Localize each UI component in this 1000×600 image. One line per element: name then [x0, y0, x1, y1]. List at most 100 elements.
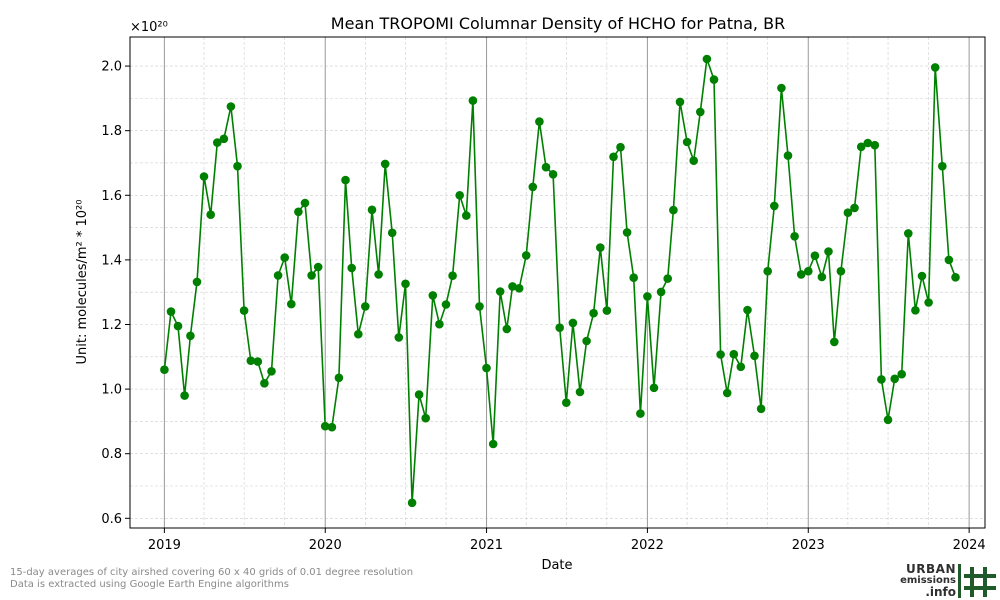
data-point	[273, 271, 283, 280]
logo-text-urban: URBAN	[906, 562, 956, 576]
data-point	[722, 388, 732, 398]
data-point	[951, 273, 960, 282]
data-point	[663, 274, 672, 283]
data-point	[374, 270, 383, 279]
data-point	[656, 287, 666, 297]
y-tick-label: 0.8	[101, 447, 122, 462]
data-point	[743, 305, 752, 315]
data-point	[897, 369, 906, 379]
data-point	[180, 391, 189, 400]
data-point	[219, 134, 229, 144]
data-point	[883, 415, 893, 425]
data-point	[347, 263, 357, 273]
data-point	[307, 271, 316, 280]
data-point	[944, 255, 954, 265]
data-point	[528, 182, 538, 192]
data-point	[870, 140, 880, 150]
data-point	[502, 324, 512, 334]
footnote-source: Data is extracted using Google Earth Eng…	[10, 579, 289, 590]
data-point	[804, 266, 813, 276]
data-point	[488, 439, 498, 449]
data-point	[669, 205, 678, 215]
x-tick-label: 2023	[792, 538, 825, 553]
data-point	[649, 383, 659, 393]
series-layer	[160, 54, 960, 508]
data-point	[863, 138, 873, 148]
data-point	[354, 329, 363, 339]
data-point	[675, 97, 685, 107]
data-point	[239, 306, 249, 315]
data-point	[482, 363, 491, 373]
y-tick-label: 2.0	[101, 60, 122, 75]
data-point	[877, 375, 886, 384]
data-point	[729, 349, 739, 359]
data-point	[475, 302, 484, 311]
data-point	[394, 333, 404, 342]
data-point	[589, 308, 598, 318]
footnote-resolution: 15-day averages of city airshed covering…	[10, 567, 414, 578]
data-point	[750, 351, 759, 361]
data-point	[616, 142, 625, 152]
data-point	[253, 357, 263, 366]
data-point	[341, 175, 350, 185]
data-point	[763, 266, 772, 276]
data-point	[495, 287, 505, 296]
y-tick-label: 1.2	[101, 318, 122, 333]
data-point	[233, 161, 242, 171]
data-point	[830, 337, 839, 347]
data-point	[790, 232, 799, 241]
data-point	[287, 299, 296, 309]
y-tick-label: 0.6	[101, 512, 122, 527]
data-point	[226, 102, 236, 111]
data-point	[609, 152, 618, 162]
y-multiplier-label: ×10²⁰	[130, 20, 168, 35]
data-point	[622, 228, 632, 237]
data-point	[843, 208, 853, 217]
data-point	[856, 142, 866, 152]
x-axis: 2019 2020 2021 2022 2023 2024	[148, 528, 986, 553]
data-point	[924, 298, 933, 307]
data-point	[836, 266, 846, 276]
data-point	[602, 306, 612, 315]
x-tick-label: 2020	[309, 538, 342, 553]
y-tick-label: 1.6	[101, 189, 122, 204]
plot-frame	[129, 36, 986, 529]
data-point	[535, 117, 544, 126]
data-point	[441, 300, 451, 309]
data-point	[629, 273, 638, 283]
data-point	[777, 83, 786, 93]
logo-text-info: .info	[925, 585, 956, 599]
x-axis-label: Date	[541, 558, 572, 573]
data-point	[199, 172, 209, 181]
data-point	[890, 374, 899, 384]
data-point	[770, 201, 779, 211]
data-point	[541, 162, 551, 172]
data-point	[160, 365, 169, 375]
chart-title: Mean TROPOMI Columnar Density of HCHO fo…	[331, 14, 785, 33]
x-tick-label: 2021	[470, 538, 503, 553]
data-point	[930, 63, 940, 72]
series-line	[163, 58, 957, 503]
data-point	[166, 307, 176, 316]
data-point	[246, 356, 256, 366]
data-point	[850, 203, 859, 213]
data-point	[796, 270, 806, 279]
data-point	[938, 161, 947, 171]
data-point	[192, 277, 202, 287]
data-point	[455, 191, 465, 200]
data-point	[213, 138, 222, 147]
data-point	[462, 211, 471, 220]
data-point	[173, 321, 183, 331]
data-point	[824, 247, 833, 256]
x-tick-label: 2019	[148, 538, 181, 553]
data-point	[817, 272, 827, 282]
data-point	[643, 292, 652, 301]
data-point	[716, 350, 725, 359]
data-point	[911, 306, 920, 315]
data-point	[320, 421, 330, 431]
data-point	[367, 205, 377, 215]
data-point	[327, 422, 337, 432]
data-point	[904, 229, 913, 238]
data-point	[186, 331, 195, 341]
